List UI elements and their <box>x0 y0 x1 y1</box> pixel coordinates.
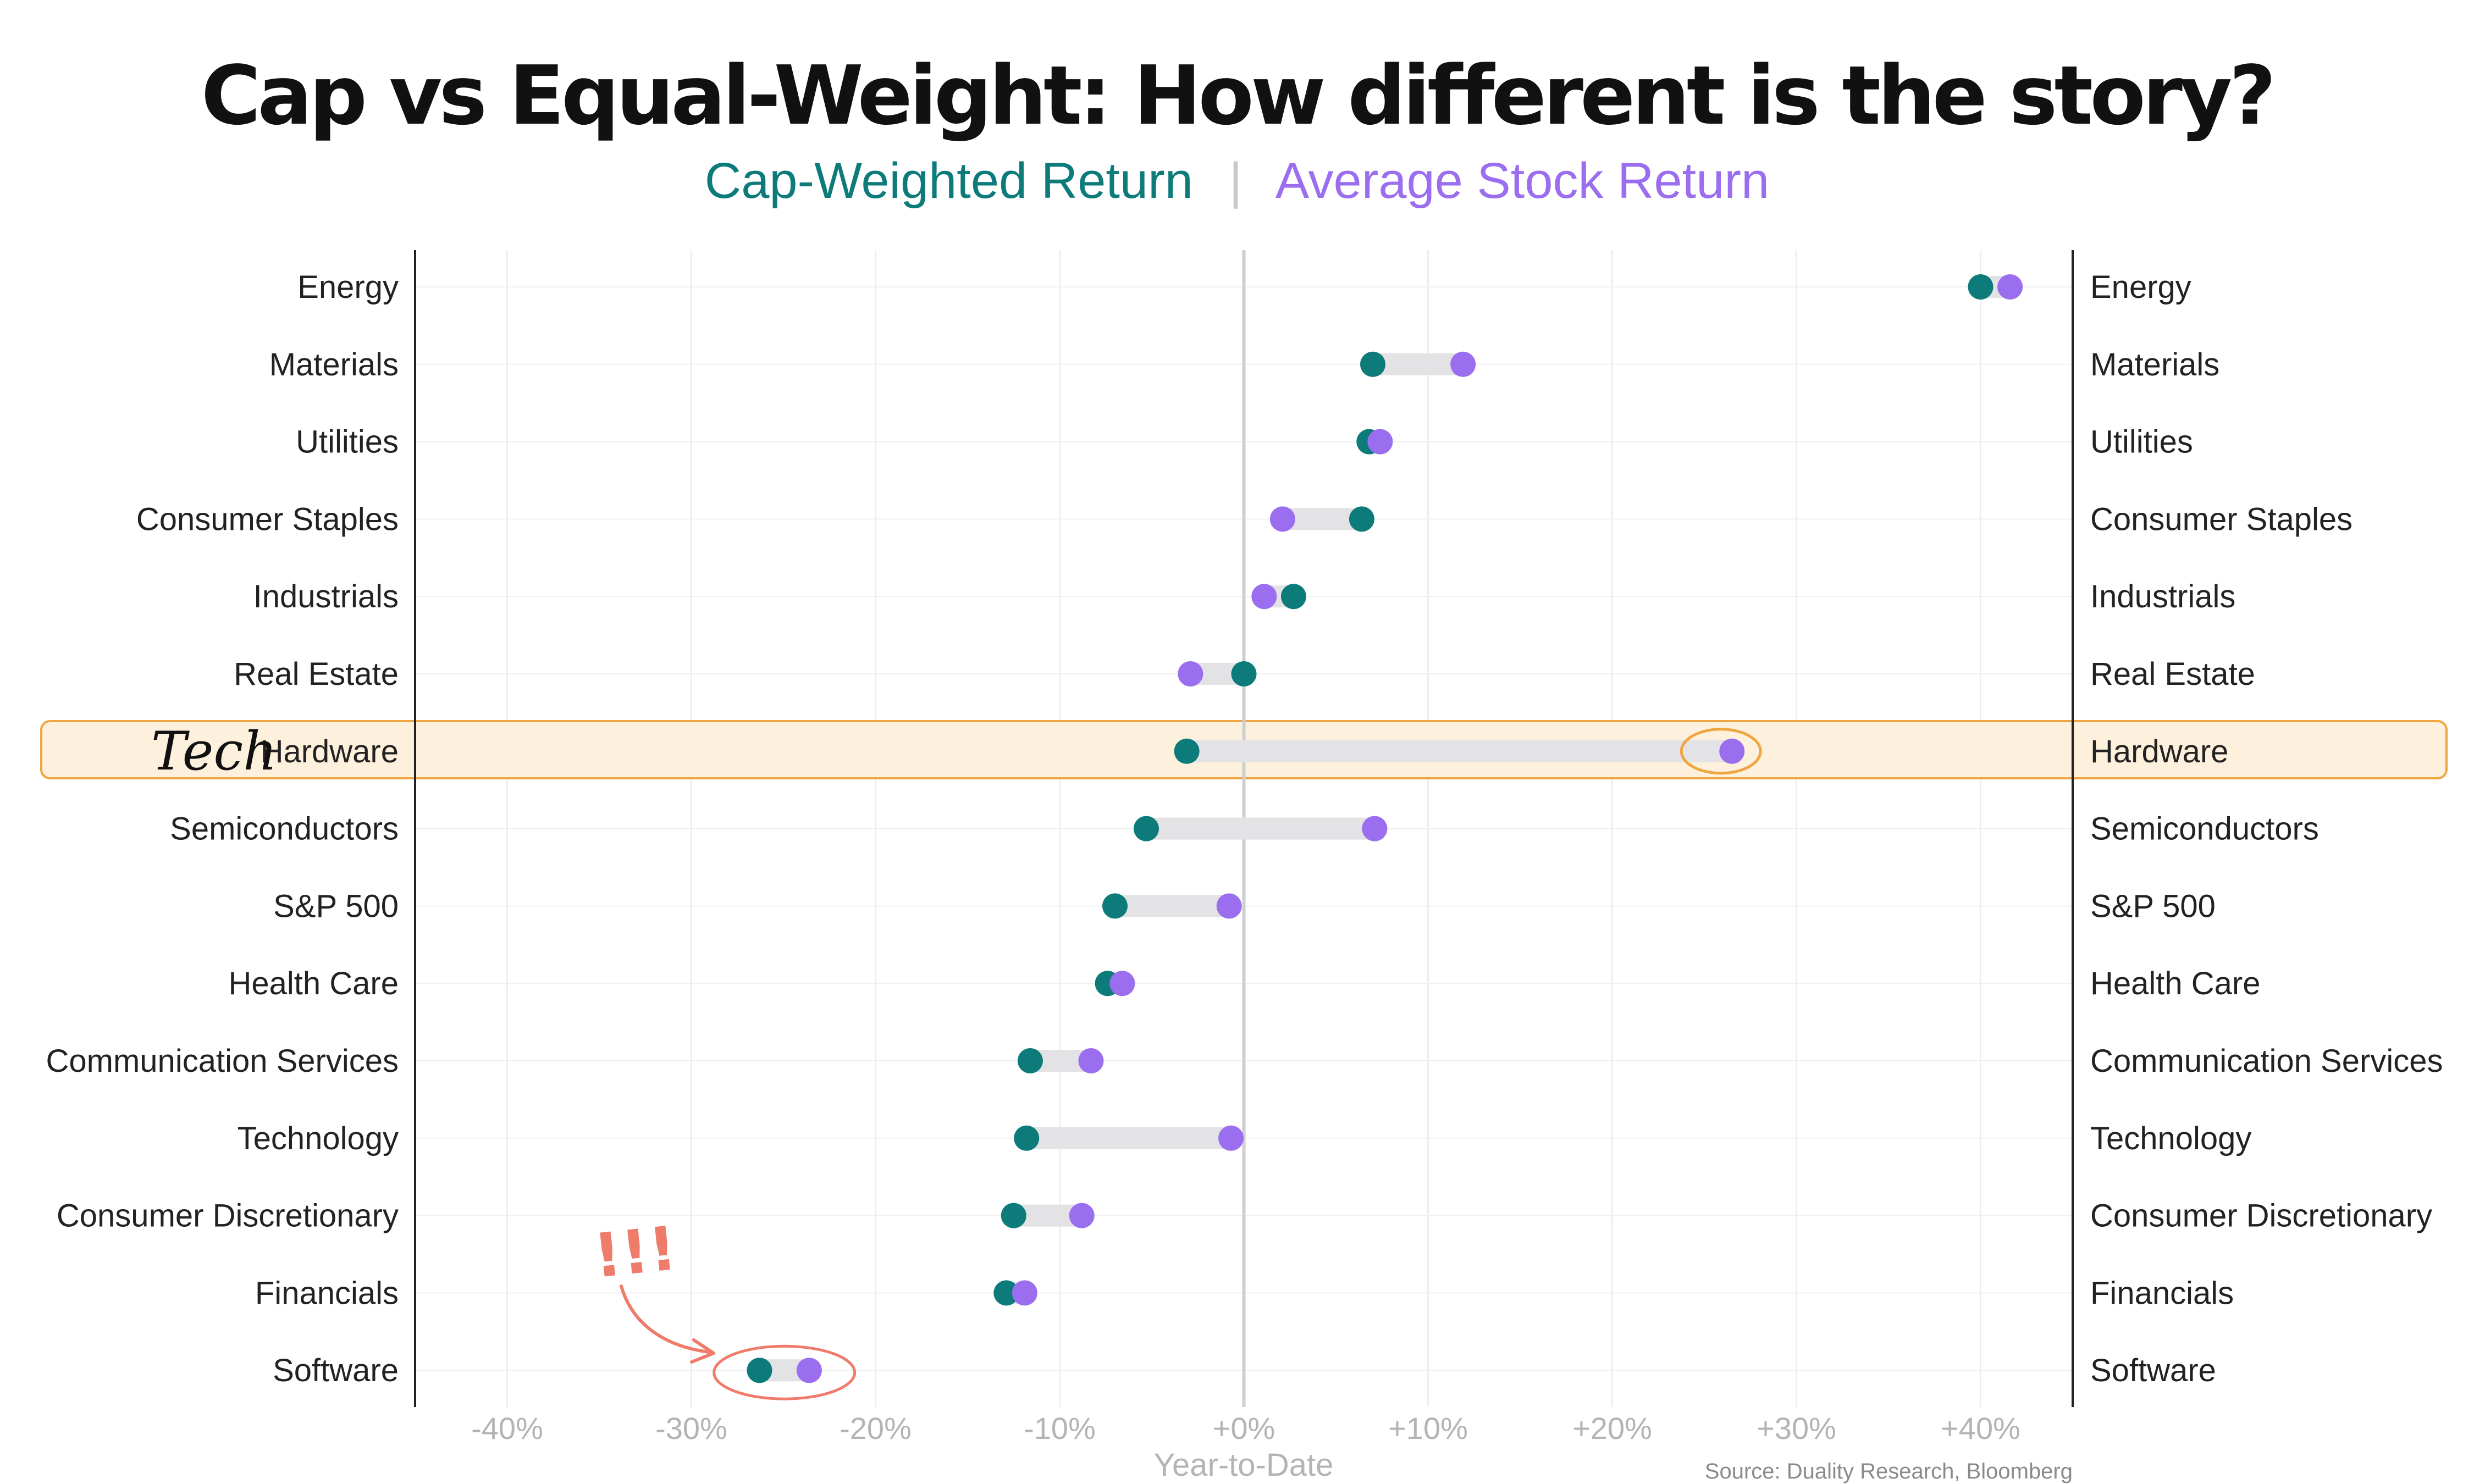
x-tick-label: -20% <box>840 1411 912 1446</box>
x-tick-label: -10% <box>1024 1411 1096 1446</box>
category-label-right: Financials <box>2090 1275 2234 1311</box>
cap-weighted-point <box>1280 584 1306 610</box>
category-label-left: Technology <box>238 1121 399 1156</box>
legend-separator: | <box>1229 153 1242 209</box>
category-label-right: Materials <box>2090 347 2219 383</box>
chart-title: Cap vs Equal-Weight: How different is th… <box>201 48 2273 143</box>
annotation-circles <box>713 728 1762 1400</box>
category-label-left: Industrials <box>253 579 399 614</box>
software-annotation-circle <box>713 1344 857 1400</box>
category-label-right: Utilities <box>2090 424 2193 460</box>
software-annotation-arrow <box>620 1284 711 1354</box>
category-label-right: Real Estate <box>2090 656 2255 692</box>
legend-cap-label: Cap-Weighted Return <box>705 153 1193 209</box>
software-annotation-arrowhead <box>690 1338 715 1364</box>
x-axis-label: Year-to-Date <box>1154 1447 1334 1483</box>
category-label-left: Real Estate <box>234 656 399 692</box>
cap-weighted-point <box>1360 351 1385 377</box>
average-stock-point <box>1178 661 1203 686</box>
average-stock-point <box>1251 584 1277 610</box>
cap-weighted-point <box>1349 506 1374 532</box>
x-tick-label: +40% <box>1941 1411 2020 1446</box>
cap-weighted-point <box>1001 1203 1026 1228</box>
average-stock-point <box>1450 351 1476 377</box>
category-label-left: Health Care <box>229 966 399 1001</box>
x-tick-label: -30% <box>655 1411 727 1446</box>
category-label-left: Financials <box>255 1275 399 1311</box>
category-label-right: Software <box>2090 1353 2216 1388</box>
category-label-left: Software <box>273 1353 399 1388</box>
cap-weighted-point <box>1174 738 1200 764</box>
cap-weighted-point <box>1968 274 1993 300</box>
x-tick-labels: -40% -30% -20% -10% +0% +10% +20% +30% +40% <box>471 1411 2020 1446</box>
category-label-left: Communication Services <box>46 1043 399 1079</box>
average-stock-point <box>1012 1280 1037 1306</box>
cap-weighted-point <box>1017 1048 1043 1073</box>
average-stock-point <box>1269 506 1295 532</box>
average-stock-point <box>1109 971 1135 996</box>
average-stock-point <box>1069 1203 1095 1228</box>
cap-weighted-point <box>747 1358 772 1383</box>
category-label-right: Semiconductors <box>2090 811 2319 847</box>
software-exclamation-annotation: !!! <box>590 1213 680 1292</box>
category-label-left: Semiconductors <box>170 811 399 847</box>
category-label-right: Communication Services <box>2090 1043 2443 1079</box>
average-stock-point <box>1078 1048 1104 1073</box>
category-label-right: Consumer Staples <box>2090 501 2352 537</box>
x-tick-label: +0% <box>1213 1411 1275 1446</box>
category-label-right: Industrials <box>2090 579 2235 614</box>
category-label-right: Consumer Discretionary <box>2090 1198 2432 1234</box>
category-label-left: S&P 500 <box>273 888 399 924</box>
cap-weighted-point <box>993 1280 1019 1306</box>
legend: Cap-Weighted Return | Average Stock Retu… <box>705 153 1769 209</box>
category-label-right: Health Care <box>2090 966 2260 1001</box>
category-label-left: Consumer Staples <box>136 501 399 537</box>
average-stock-point <box>1216 893 1242 919</box>
x-tick-label: +10% <box>1388 1411 1468 1446</box>
hardware-annotation-circle <box>1680 728 1762 775</box>
category-label-right: Hardware <box>2090 734 2228 769</box>
cap-weighted-point <box>1014 1125 1040 1151</box>
data-points <box>747 274 2023 1383</box>
category-label-right: Energy <box>2090 269 2191 305</box>
tech-annotation: Tech <box>151 721 277 782</box>
cap-weighted-point <box>1231 661 1257 686</box>
category-label-left: Energy <box>297 269 399 305</box>
category-label-right: S&P 500 <box>2090 888 2216 924</box>
x-tick-label: +20% <box>1572 1411 1652 1446</box>
category-label-left: Utilities <box>296 424 399 460</box>
average-stock-point <box>1362 816 1388 841</box>
source-note: Source: Duality Research, Bloomberg <box>1705 1459 2073 1483</box>
category-label-left: Consumer Discretionary <box>57 1198 399 1234</box>
legend-avg-label: Average Stock Return <box>1275 153 1769 209</box>
category-label-right: Technology <box>2090 1121 2251 1156</box>
average-stock-point <box>1218 1125 1244 1151</box>
cap-weighted-point <box>1133 816 1159 841</box>
average-stock-point <box>796 1358 822 1383</box>
cap-weighted-point <box>1102 893 1128 919</box>
category-label-left: Materials <box>269 347 399 383</box>
x-tick-label: -40% <box>471 1411 543 1446</box>
category-labels: Energy Energy Materials Materials Utilities U… <box>46 269 2443 1388</box>
category-label-left: Hardware <box>261 734 399 769</box>
average-stock-point <box>1997 274 2023 300</box>
x-tick-label: +30% <box>1757 1411 1836 1446</box>
average-stock-point <box>1367 429 1393 455</box>
average-stock-point <box>1719 738 1745 764</box>
